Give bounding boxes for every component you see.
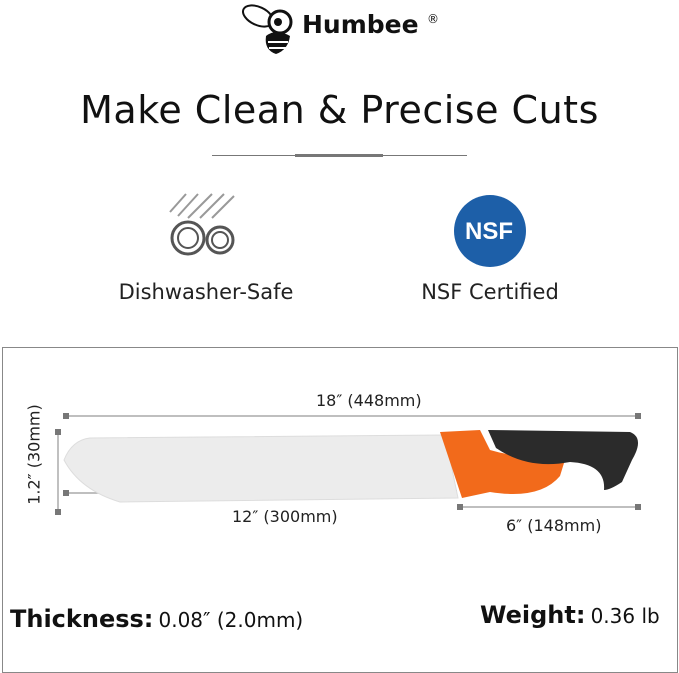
weight-value: 0.36 lb	[590, 604, 660, 628]
registered-mark: ®	[427, 12, 439, 26]
thickness-label: Thickness:	[10, 605, 154, 633]
nsf-badge-text: NSF	[465, 218, 513, 245]
nsf-badge-icon: NSF	[454, 195, 526, 267]
thickness-value: 0.08″ (2.0mm)	[158, 608, 304, 632]
knife-handle-black	[488, 430, 639, 490]
knife-diagram	[55, 413, 641, 515]
blade-length-label: 12″ (300mm)	[232, 507, 338, 526]
knife-handle-orange	[440, 430, 568, 498]
knife-blade	[63, 434, 459, 503]
page-title: Make Clean & Precise Cuts	[80, 88, 599, 132]
brand-name: Humbee	[302, 10, 419, 39]
total-length-label: 18″ (448mm)	[316, 391, 422, 410]
feature-dishwasher-safe: Dishwasher-Safe	[118, 280, 294, 304]
blade-height-label: 1.2″ (30mm)	[24, 404, 44, 505]
bee-logo-icon	[242, 4, 293, 54]
handle-length-label: 6″ (148mm)	[506, 516, 602, 535]
divider-accent	[295, 154, 383, 157]
weight-label: Weight:	[480, 601, 586, 629]
thickness-spec: Thickness: 0.08″ (2.0mm)	[10, 605, 303, 633]
dishwasher-plates-icon	[169, 193, 235, 256]
weight-spec: Weight: 0.36 lb	[480, 601, 660, 629]
feature-nsf-certified: NSF Certified	[421, 280, 559, 304]
